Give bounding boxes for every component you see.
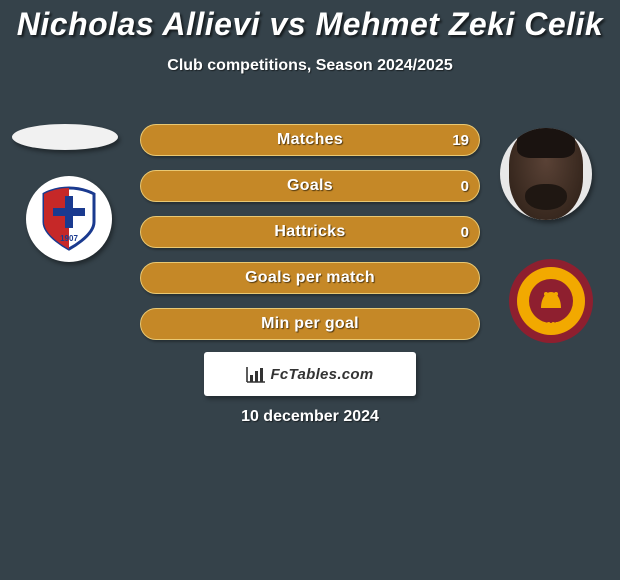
player-photo-left: [12, 124, 118, 150]
club-logo-right: 1927 ROMA: [508, 258, 594, 344]
stat-row: Hattricks 0: [140, 216, 480, 248]
svg-text:1927: 1927: [542, 321, 560, 330]
stats-container: Matches 19 Goals 0 Hattricks 0 Goals per match…: [140, 124, 480, 354]
stat-value-right: 19: [452, 132, 469, 149]
stat-label: Min per goal: [261, 315, 359, 333]
stat-label: Matches: [277, 131, 343, 149]
player-photo-right: [500, 128, 592, 220]
stat-value-right: 0: [461, 224, 469, 241]
roma-logo-icon: 1927 ROMA: [508, 258, 594, 344]
date-label: 10 december 2024: [0, 408, 620, 426]
como-logo-icon: 1907: [40, 186, 98, 252]
stat-row: Goals per match: [140, 262, 480, 294]
fctables-label: FcTables.com: [270, 366, 373, 383]
svg-text:1907: 1907: [60, 234, 78, 243]
fctables-badge: FcTables.com: [204, 352, 416, 396]
stat-row: Goals 0: [140, 170, 480, 202]
stat-row: Matches 19: [140, 124, 480, 156]
player-face-right: [509, 128, 583, 220]
page-title: Nicholas Allievi vs Mehmet Zeki Celik: [0, 0, 620, 43]
stat-row: Min per goal: [140, 308, 480, 340]
stat-label: Goals per match: [245, 269, 375, 287]
stat-value-right: 0: [461, 178, 469, 195]
subtitle: Club competitions, Season 2024/2025: [0, 57, 620, 75]
club-logo-left: 1907: [26, 176, 112, 262]
chart-icon: [246, 366, 266, 383]
stat-label: Goals: [287, 177, 333, 195]
stat-label: Hattricks: [274, 223, 345, 241]
svg-text:ROMA: ROMA: [537, 271, 565, 280]
